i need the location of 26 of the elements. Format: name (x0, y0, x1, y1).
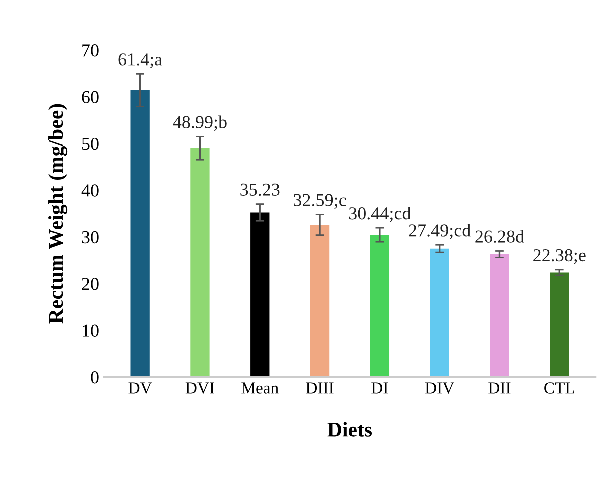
data-label: 30.44;cd (349, 207, 412, 222)
y-tick-label: 30 (82, 231, 99, 244)
data-label: 22.38;e (534, 249, 586, 264)
y-tick-label: 50 (82, 138, 99, 150)
x-tick-label: DII (488, 382, 511, 394)
y-tick-label: 10 (83, 324, 99, 337)
data-label: 26.28d (476, 230, 524, 243)
x-tick-label: DI (372, 382, 388, 394)
data-label: 32.59;c (294, 194, 346, 210)
y-axis-title: Rectum Weight (mg/bee) (48, 104, 68, 324)
y-tick-label: 60 (82, 91, 99, 104)
x-tick-label: DIII (306, 382, 334, 394)
data-label: 61.4;a (118, 54, 162, 68)
y-tick-label: 70 (82, 44, 99, 57)
y-tick-label: 0 (91, 372, 99, 384)
y-tick-label: 40 (82, 184, 99, 197)
x-tick-label: DIV (426, 382, 454, 394)
data-label: 48.99;b (173, 116, 227, 132)
x-tick-label: Mean (242, 382, 279, 394)
data-label: 35.23 (240, 184, 280, 196)
x-tick-label: DVI (186, 382, 214, 394)
y-tick-label: 20 (82, 278, 99, 290)
x-tick-label: CTL (544, 382, 574, 394)
x-tick-label: DV (128, 382, 152, 394)
x-axis-title: Diets (328, 422, 372, 437)
data-label: 27.49;cd (409, 224, 471, 240)
